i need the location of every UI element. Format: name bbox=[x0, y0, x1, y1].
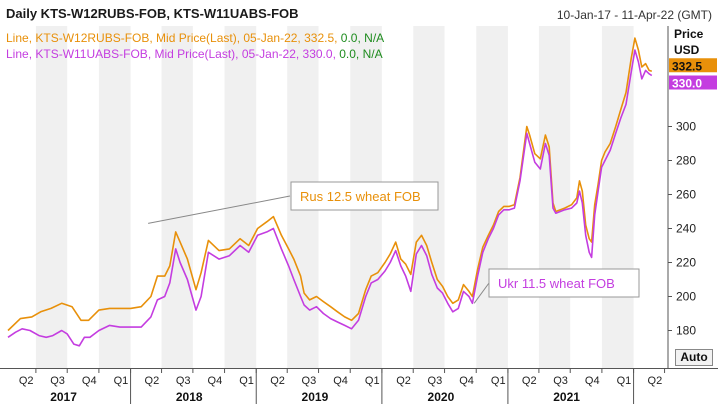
y-tick-label-220: 220 bbox=[676, 256, 696, 270]
price-label-line2: USD bbox=[674, 43, 700, 57]
legend-entry-ukr[interactable]: Line, KTS-W11UABS-FOB, Mid Price(Last), … bbox=[6, 46, 384, 62]
x-quarter-label-13: Q3 bbox=[428, 375, 443, 387]
shaded-quarter-0 bbox=[35, 26, 68, 368]
shaded-quarter-8 bbox=[538, 26, 571, 368]
title-bar: Daily KTS-W12RUBS-FOB, KTS-W11UABS-FOB 1… bbox=[0, 0, 720, 26]
legend-extra-rus: 0.0, N/A bbox=[340, 31, 385, 45]
x-quarter-label-6: Q4 bbox=[208, 375, 223, 387]
x-quarter-label-12: Q2 bbox=[396, 375, 411, 387]
shaded-quarter-7 bbox=[476, 26, 508, 368]
y-tick-label-260: 260 bbox=[676, 188, 696, 202]
auto-scale-button[interactable]: Auto bbox=[675, 349, 713, 366]
legend: Line, KTS-W12RUBS-FOB, Mid Price(Last), … bbox=[6, 30, 384, 62]
annotation-box-1 bbox=[488, 268, 640, 298]
series-line-1 bbox=[7, 49, 653, 347]
annotation-box-0 bbox=[290, 181, 439, 211]
shaded-quarter-1 bbox=[98, 26, 131, 368]
shaded-quarter-3 bbox=[224, 26, 257, 368]
x-year-label-2018: 2018 bbox=[176, 390, 203, 404]
annotation-leader-0 bbox=[148, 195, 291, 224]
legend-extra-ukr: 0.0, N/A bbox=[339, 47, 383, 61]
x-year-label-2021: 2021 bbox=[553, 390, 580, 404]
x-quarter-label-10: Q4 bbox=[333, 375, 348, 387]
x-quarter-label-0: Q2 bbox=[19, 375, 34, 387]
x-quarter-label-1: Q3 bbox=[50, 375, 65, 387]
shaded-quarter-9 bbox=[601, 26, 634, 368]
x-quarter-label-20: Q2 bbox=[648, 375, 663, 387]
annotation-leader-1 bbox=[473, 282, 490, 304]
legend-text-ukr: Line, KTS-W11UABS-FOB, Mid Price(Last), … bbox=[6, 47, 336, 61]
x-quarter-label-2: Q4 bbox=[82, 375, 97, 387]
x-year-label-2019: 2019 bbox=[302, 390, 329, 404]
legend-text-rus: Line, KTS-W12RUBS-FOB, Mid Price(Last), … bbox=[6, 31, 338, 45]
y-tick-label-200: 200 bbox=[676, 290, 696, 304]
x-quarter-label-8: Q2 bbox=[270, 375, 285, 387]
x-year-label-2017: 2017 bbox=[50, 390, 77, 404]
y-tick-label-300: 300 bbox=[676, 120, 696, 134]
x-quarter-label-3: Q1 bbox=[114, 375, 129, 387]
shaded-quarter-2 bbox=[161, 26, 193, 368]
x-quarter-label-15: Q1 bbox=[491, 375, 506, 387]
series-line-0 bbox=[7, 37, 653, 332]
annotation-text-0: Rus 12.5 wheat FOB bbox=[300, 189, 421, 204]
x-quarter-label-17: Q3 bbox=[553, 375, 568, 387]
x-quarter-label-11: Q1 bbox=[365, 375, 380, 387]
price-axis-label: Price USD bbox=[674, 26, 703, 58]
x-quarter-label-19: Q1 bbox=[617, 375, 632, 387]
x-quarter-label-16: Q2 bbox=[522, 375, 537, 387]
y-tick-label-180: 180 bbox=[676, 324, 696, 338]
last-value-badge-1 bbox=[669, 75, 717, 90]
date-range: 10-Jan-17 - 11-Apr-22 (GMT) bbox=[556, 8, 712, 22]
chart-title: Daily KTS-W12RUBS-FOB, KTS-W11UABS-FOB bbox=[6, 6, 299, 21]
price-label-line1: Price bbox=[674, 27, 704, 41]
x-quarter-label-5: Q3 bbox=[176, 375, 191, 387]
x-quarter-label-18: Q4 bbox=[585, 375, 600, 387]
y-tick-label-240: 240 bbox=[676, 222, 696, 236]
x-quarter-label-14: Q4 bbox=[459, 375, 474, 387]
legend-entry-rus[interactable]: Line, KTS-W12RUBS-FOB, Mid Price(Last), … bbox=[6, 30, 384, 46]
x-quarter-label-9: Q3 bbox=[302, 375, 317, 387]
last-value-label-1: 330.0 bbox=[672, 77, 702, 91]
y-tick-label-280: 280 bbox=[676, 154, 696, 168]
annotation-text-1: Ukr 11.5 wheat FOB bbox=[498, 276, 615, 291]
last-value-label-0: 332.5 bbox=[672, 59, 702, 73]
x-year-label-2020: 2020 bbox=[428, 390, 455, 404]
x-quarter-label-7: Q1 bbox=[239, 375, 254, 387]
x-quarter-label-4: Q2 bbox=[145, 375, 160, 387]
last-value-badge-0 bbox=[669, 58, 717, 73]
